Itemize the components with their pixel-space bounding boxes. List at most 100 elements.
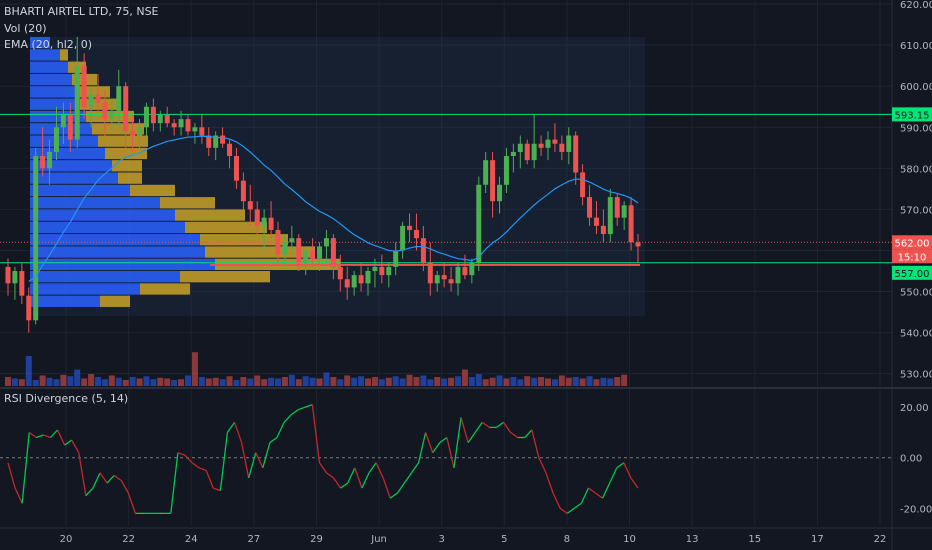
volume-bar xyxy=(115,377,122,386)
volume-profile-blue-bar xyxy=(30,110,86,123)
rsi-segment xyxy=(588,487,596,494)
volume-bar xyxy=(427,379,434,386)
volume-bar xyxy=(558,375,565,386)
rsi-segment xyxy=(602,482,611,499)
candle-body xyxy=(351,275,357,288)
volume-bar xyxy=(129,377,136,386)
ema-line xyxy=(28,135,639,282)
volume-bar xyxy=(143,376,150,386)
volume-profile-gold-bar xyxy=(185,221,267,234)
volume-bar xyxy=(5,377,11,386)
rsi-segment xyxy=(276,422,285,438)
x-tick-label: 15 xyxy=(748,534,761,545)
volume-bar xyxy=(551,379,558,386)
rsi-segment xyxy=(382,477,391,499)
rsi-segment xyxy=(524,429,533,438)
volume-bar xyxy=(586,376,593,386)
candle-body xyxy=(386,266,392,276)
candle-body xyxy=(157,114,163,124)
volume-bar xyxy=(254,375,261,386)
rsi-segment xyxy=(170,452,179,514)
candle-body xyxy=(109,110,115,120)
volume-bar xyxy=(496,375,503,386)
volume-bar xyxy=(205,378,212,386)
candle-body xyxy=(289,238,295,243)
volume-bar xyxy=(178,379,185,386)
rsi-segment xyxy=(446,437,455,468)
rsi-segment xyxy=(595,492,603,499)
rsi-segment xyxy=(311,404,321,463)
candle-body xyxy=(95,94,101,103)
volume-bar xyxy=(240,377,247,386)
volume-profile-blue-bar xyxy=(30,160,112,172)
countdown-label: 15:10 xyxy=(898,252,927,263)
rsi-segment xyxy=(616,462,625,469)
ema-legend[interactable]: EMA (20, hl2, 0) xyxy=(4,38,93,51)
candle-body xyxy=(510,151,516,157)
candle-body xyxy=(407,225,413,230)
volume-bar xyxy=(351,377,358,386)
rsi-segment xyxy=(326,472,334,479)
volume-bar xyxy=(531,377,538,386)
volume-profile-blue-bar xyxy=(30,61,68,73)
volume-bar xyxy=(268,377,275,386)
volume-bar xyxy=(330,377,337,386)
candle-body xyxy=(81,65,87,107)
candle-body xyxy=(206,135,212,148)
candle-body xyxy=(220,135,226,144)
volume-bar xyxy=(157,377,164,386)
rsi-legend[interactable]: RSI Divergence (5, 14) xyxy=(4,392,129,405)
candle-body xyxy=(53,127,59,152)
rsi-segment xyxy=(368,462,377,474)
volume-bar xyxy=(185,375,191,386)
volume-profile-blue-bar xyxy=(30,295,100,307)
volume-bar xyxy=(25,356,32,386)
candle-body xyxy=(323,238,329,247)
rsi-segment xyxy=(106,474,115,484)
volume-legend[interactable]: Vol (20) xyxy=(4,22,47,35)
volume-bar xyxy=(406,374,413,386)
rsi-segment xyxy=(502,421,512,433)
x-tick-label: 13 xyxy=(686,534,699,545)
candle-body xyxy=(587,197,593,218)
rsi-segment xyxy=(538,457,547,474)
volume-profile-blue-bar xyxy=(30,73,72,86)
candle-body xyxy=(497,184,503,202)
rsi-segment xyxy=(623,462,632,479)
volume-bar xyxy=(191,352,198,386)
volume-bar xyxy=(420,375,427,386)
candle-body xyxy=(552,139,558,144)
candle-body xyxy=(19,271,25,296)
volume-profile-blue-bar xyxy=(30,184,130,197)
rsi-segment xyxy=(410,462,420,474)
volume-profile-gold-bar xyxy=(75,86,110,98)
volume-bar xyxy=(593,379,600,386)
rsi-segment xyxy=(255,452,264,469)
candle-body xyxy=(600,225,606,235)
rsi-segment xyxy=(566,507,575,514)
volume-profile-blue-bar xyxy=(30,98,80,110)
rsi-segment xyxy=(340,482,349,489)
volume-profile-blue-bar xyxy=(30,271,180,283)
candle-body xyxy=(199,127,205,136)
symbol-legend[interactable]: BHARTI AIRTEL LTD, 75, NSE xyxy=(4,5,159,18)
rsi-segment xyxy=(298,406,306,411)
volume-bar xyxy=(448,377,455,386)
candle-body xyxy=(607,197,613,235)
volume-bar xyxy=(323,372,330,386)
candle-body xyxy=(261,217,267,226)
volume-profile-blue-bar xyxy=(30,49,60,61)
x-tick-label: 22 xyxy=(122,534,135,545)
volume-profile-gold-bar xyxy=(100,295,130,307)
volume-bar xyxy=(489,377,496,386)
rsi-segment xyxy=(219,432,229,491)
rsi-segment xyxy=(481,421,490,428)
volume-profile-gold-bar xyxy=(105,147,147,160)
candle-body xyxy=(5,266,11,284)
rsi-segment xyxy=(120,480,129,494)
candles xyxy=(5,36,641,333)
volume-bar xyxy=(607,378,614,386)
volume-bar xyxy=(226,376,233,386)
rsi-segment xyxy=(205,470,214,489)
